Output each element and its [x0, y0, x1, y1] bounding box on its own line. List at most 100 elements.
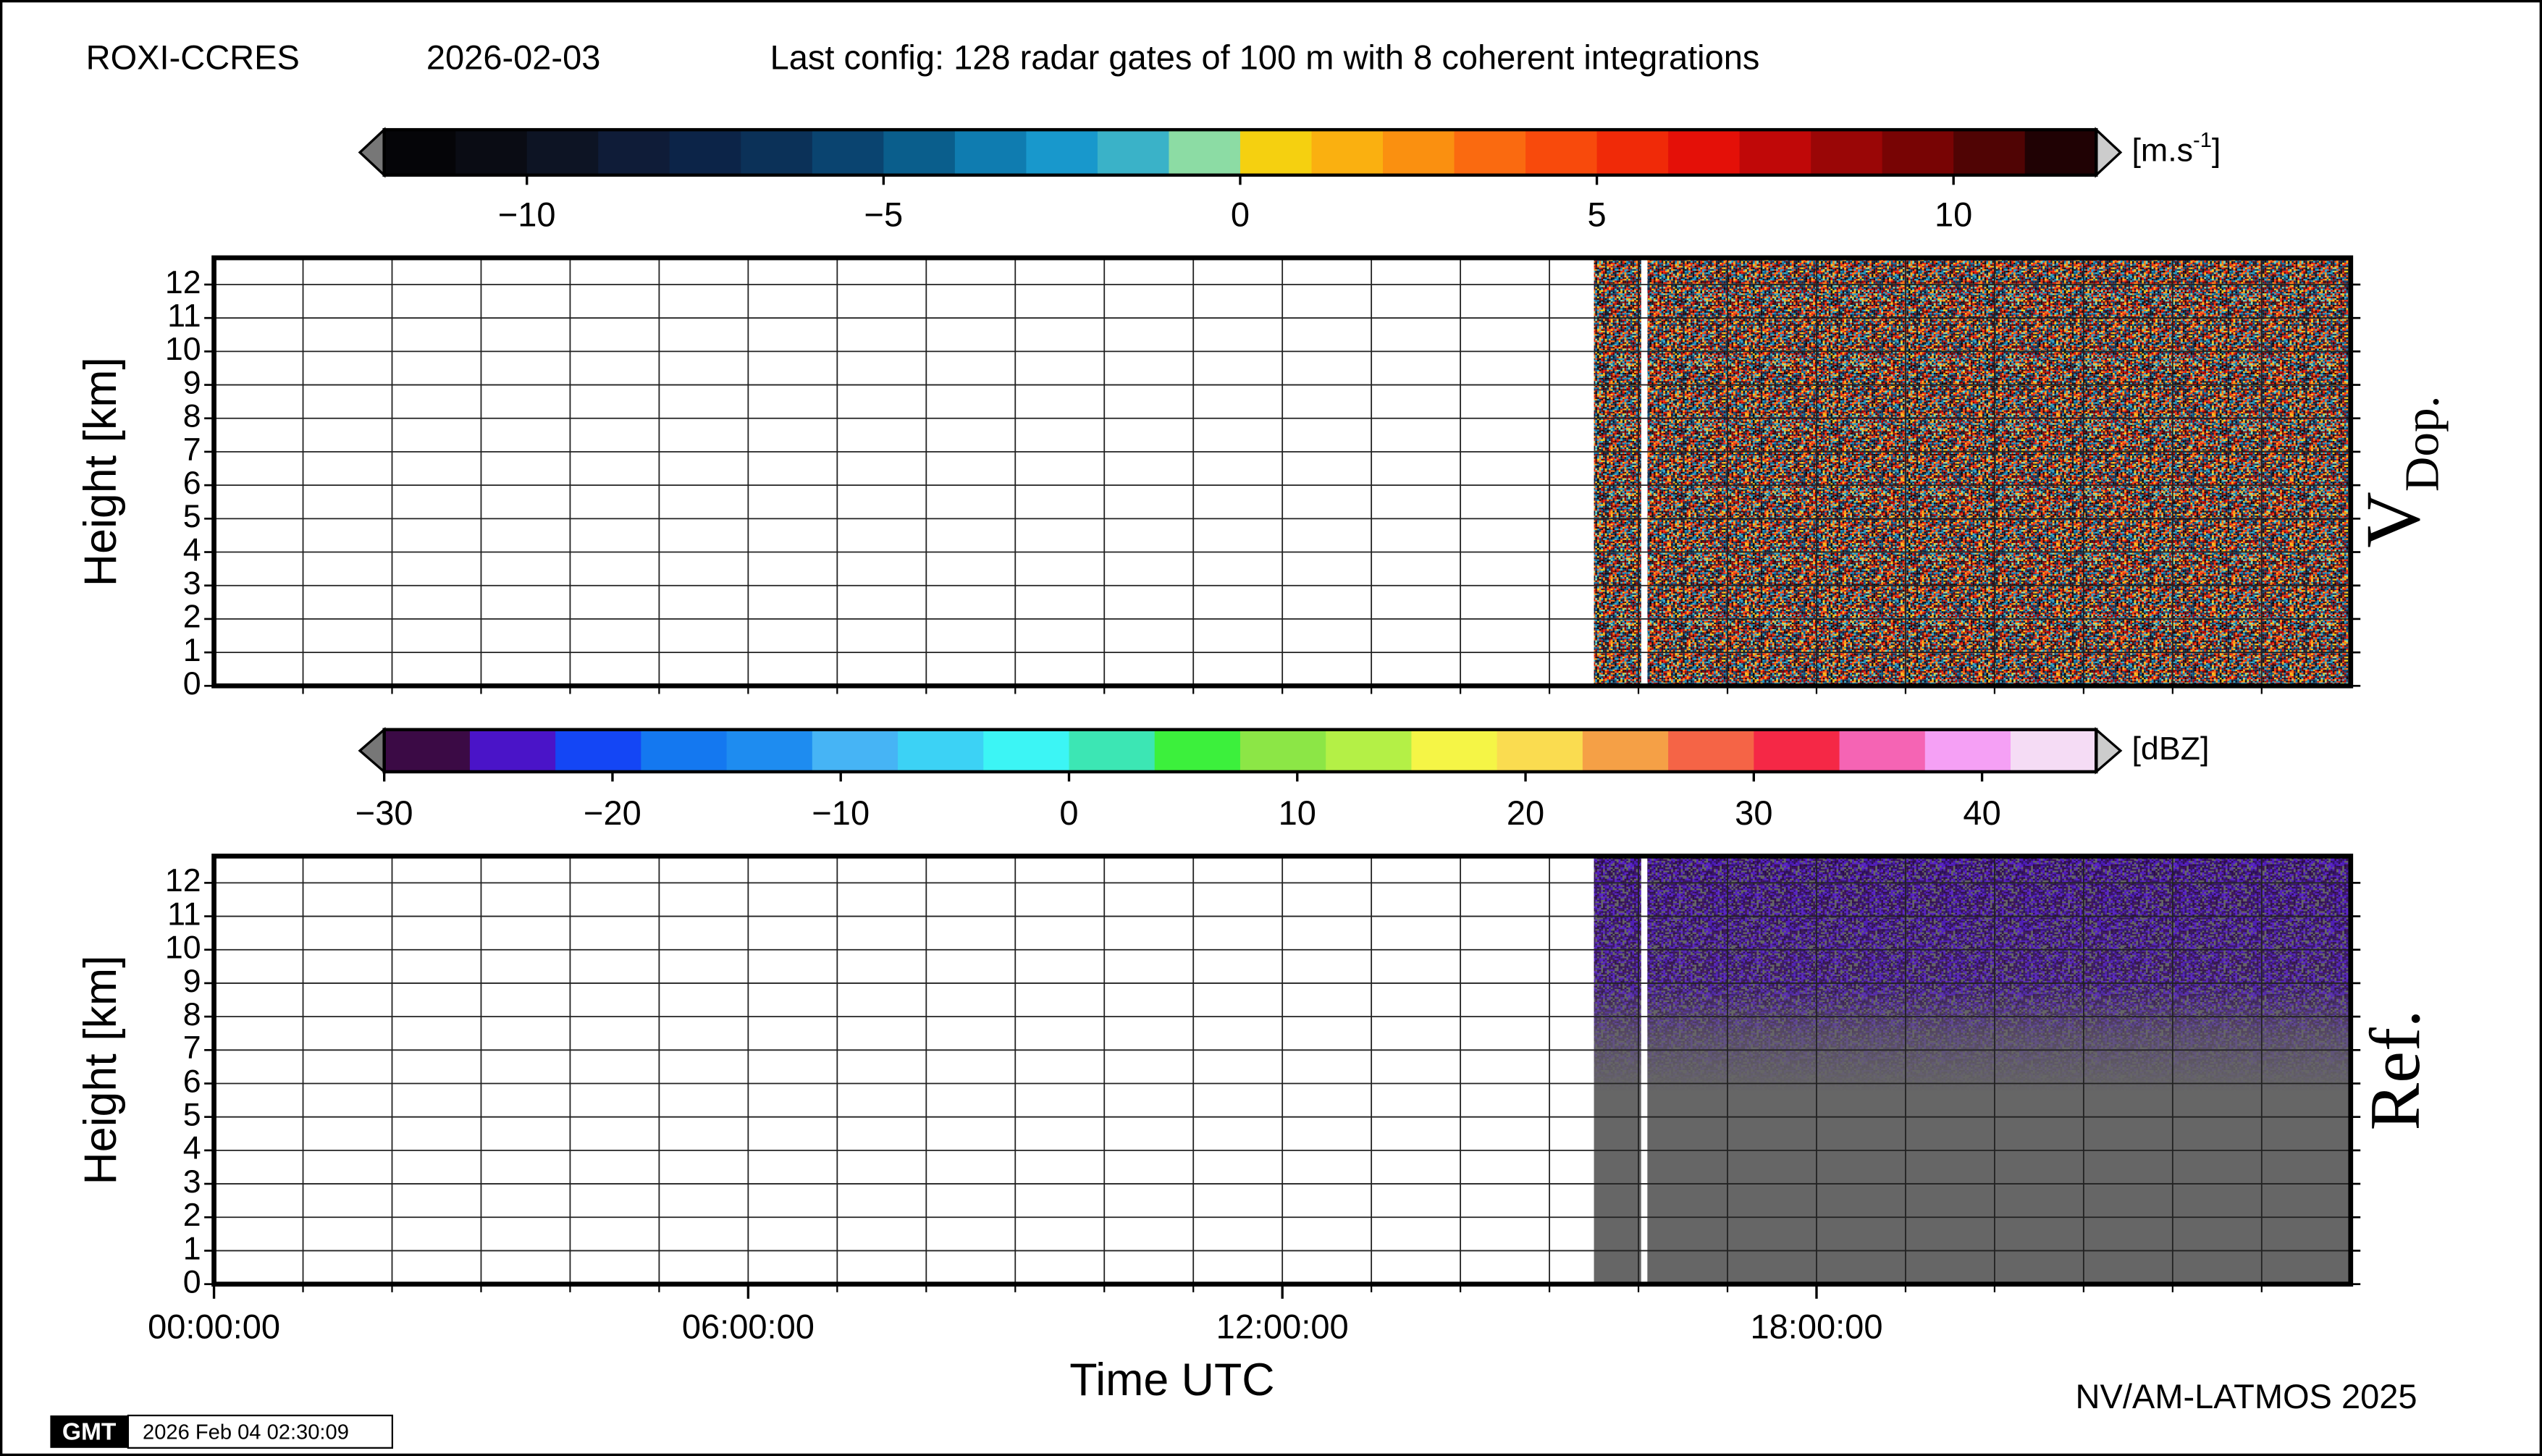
- y-tick-label: 10: [165, 331, 201, 367]
- colorbar-cell: [1097, 130, 1170, 175]
- colorbar-unit: [m.s-1]: [2131, 129, 2221, 169]
- timestamp-box: [127, 1414, 393, 1449]
- colorbar-cell: [1326, 729, 1413, 772]
- colorbar-cell: [1026, 130, 1098, 175]
- x-tick-label: 00:00:00: [148, 1308, 280, 1346]
- panel-label-sub: Dop.: [2395, 396, 2449, 492]
- panel-label-main: Ref.: [2356, 1010, 2435, 1131]
- y-tick-label: 4: [183, 531, 201, 568]
- colorbar-cell: [669, 130, 741, 175]
- y-tick-label: 5: [183, 498, 201, 534]
- colorbar-cell: [1169, 130, 1241, 175]
- colorbar-tick-label: 20: [1507, 794, 1544, 832]
- colorbar-cell: [1668, 729, 1754, 772]
- colorbar-cell: [1383, 130, 1455, 175]
- colorbar-cell: [1154, 729, 1241, 772]
- credit: NV/AM-LATMOS 2025: [2076, 1377, 2417, 1415]
- colorbar-cell: [455, 130, 528, 175]
- unit-end: ]: [2212, 132, 2221, 168]
- colorbar-cell: [1240, 729, 1326, 772]
- x-axis-label: Time UTC: [1069, 1355, 1274, 1405]
- panel-label: Ref.: [2356, 1010, 2435, 1131]
- colorbar-cell: [1882, 130, 1954, 175]
- echo-texture: [1594, 856, 1641, 1284]
- colorbar-cell: [526, 130, 599, 175]
- colorbar-cell: [1454, 130, 1526, 175]
- panel-label-main: V: [2350, 492, 2436, 548]
- y-tick-label: 3: [183, 565, 201, 602]
- colorbar-cell: [1582, 729, 1669, 772]
- logo-box: [50, 1415, 128, 1448]
- colorbar-cell: [1924, 729, 2011, 772]
- colorbar-cell: [1240, 130, 1313, 175]
- x-tick-label: 06:00:00: [682, 1308, 815, 1346]
- colorbar-cell: [812, 130, 885, 175]
- colorbar-tick-label: 5: [1587, 195, 1606, 234]
- y-tick-label: 3: [183, 1163, 201, 1200]
- colorbar-tick-label: −10: [812, 794, 870, 832]
- colorbar-cell: [1668, 130, 1741, 175]
- y-tick-label: 0: [183, 665, 201, 702]
- plot-frame: [211, 854, 2354, 1287]
- colorbar-cell: [1953, 130, 2026, 175]
- y-tick-label: 2: [183, 1197, 201, 1233]
- panel-label: VDop.: [2350, 396, 2449, 548]
- colorbar-cell: [2011, 729, 2097, 772]
- colorbar-frame: [382, 728, 2098, 774]
- y-tick-label: 1: [183, 1230, 201, 1266]
- y-tick-label: 7: [183, 432, 201, 468]
- colorbar-cell: [954, 130, 1027, 175]
- y-tick-label: 5: [183, 1097, 201, 1133]
- colorbar-cell: [469, 729, 556, 772]
- timestamp: 2026 Feb 04 02:30:09: [143, 1421, 349, 1444]
- colorbar-tick-label: 10: [1279, 794, 1316, 832]
- colorbar-cell: [812, 729, 898, 772]
- y-tick-label: 2: [183, 599, 201, 635]
- config: Last config: 128 radar gates of 100 m wi…: [770, 38, 1760, 76]
- colorbar-tick-label: 10: [1935, 195, 1972, 234]
- colorbar-cell: [1839, 729, 1926, 772]
- colorbar-arrow-high: [2095, 727, 2123, 775]
- colorbar-cell: [883, 130, 956, 175]
- colorbar-cell: [1069, 729, 1156, 772]
- colorbar-tick-label: −20: [584, 794, 641, 832]
- unit-text: [dBZ]: [2131, 731, 2209, 767]
- y-tick-label: 4: [183, 1130, 201, 1166]
- colorbar-cell: [555, 729, 642, 772]
- y-tick-label: 1: [183, 632, 201, 668]
- x-tick-label: 12:00:00: [1216, 1308, 1349, 1346]
- data-coverage: [1647, 258, 2351, 686]
- y-tick-label: 8: [183, 398, 201, 434]
- colorbar-tick-label: 30: [1735, 794, 1772, 832]
- y-tick-label: 8: [183, 996, 201, 1032]
- colorbar-tick-label: −5: [864, 195, 904, 234]
- y-tick-label: 10: [165, 930, 201, 966]
- colorbar-tick-label: 0: [1059, 794, 1078, 832]
- colorbar-cell: [741, 130, 813, 175]
- plot-frame: [211, 255, 2354, 689]
- echo-texture: [1647, 856, 2351, 1284]
- colorbar-tick-label: 0: [1231, 195, 1250, 234]
- y-tick-label: 0: [183, 1263, 201, 1300]
- colorbar-cell: [1411, 729, 1498, 772]
- colorbar-tick-label: −10: [498, 195, 556, 234]
- colorbar-cell: [598, 130, 670, 175]
- colorbar-tick-label: −30: [355, 794, 413, 832]
- y-tick-label: 9: [183, 963, 201, 999]
- colorbar-tick-label: 40: [1963, 794, 2000, 832]
- logo: GMT: [62, 1419, 117, 1446]
- data-coverage: [1594, 258, 1641, 686]
- colorbar-cell: [384, 130, 456, 175]
- unit-sup: -1: [2193, 129, 2212, 152]
- colorbar-cell: [1311, 130, 1384, 175]
- colorbar-unit: [dBZ]: [2131, 731, 2209, 767]
- colorbar-cell: [1754, 729, 1840, 772]
- colorbar-cell: [1525, 130, 1598, 175]
- colorbar-cell: [898, 729, 984, 772]
- site-name: ROXI-CCRES: [86, 38, 300, 76]
- colorbar-cell: [384, 729, 471, 772]
- x-tick-label: 18:00:00: [1750, 1308, 1882, 1346]
- y-axis-label: Height [km]: [75, 357, 126, 586]
- y-tick-label: 11: [167, 298, 201, 334]
